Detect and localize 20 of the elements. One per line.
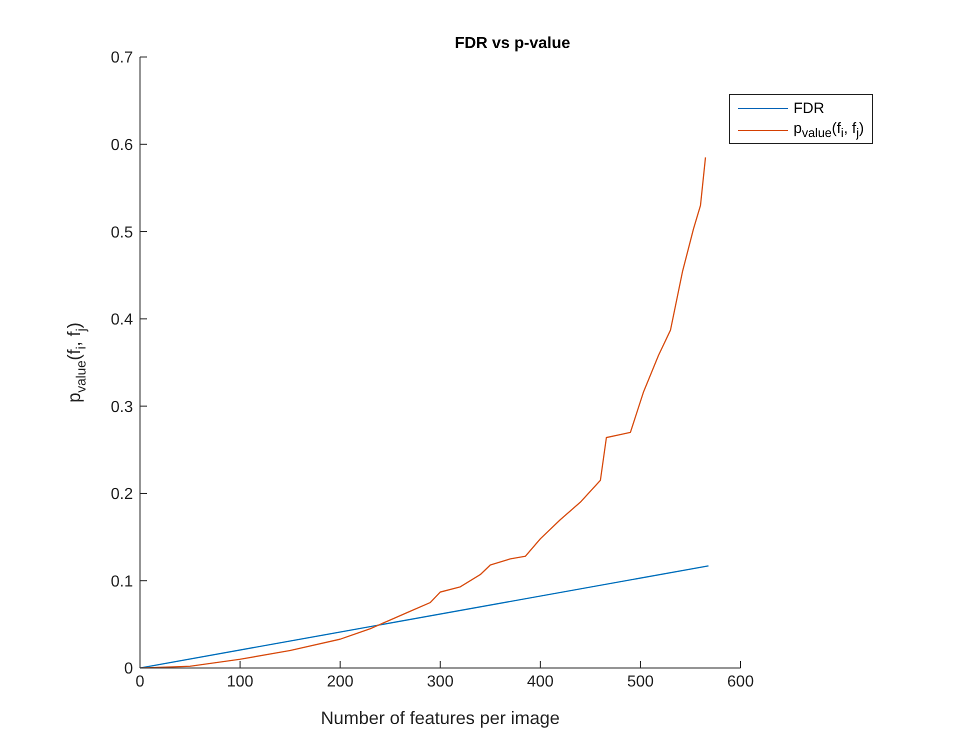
x-tick-label: 300 (426, 673, 454, 690)
x-tick-label: 400 (526, 673, 554, 690)
chart-title: FDR vs p-value (454, 35, 570, 52)
y-tick-label: 0.2 (110, 486, 134, 504)
line-series (140, 156, 706, 668)
y-tick-label: 0.4 (110, 312, 134, 329)
x-tick-label: 500 (627, 673, 654, 690)
y-tick-label: 0.1 (110, 573, 134, 590)
x-tick-label: 100 (226, 673, 254, 690)
x-axis-title: Number of features per image (320, 708, 560, 728)
y-tick-label: 0.6 (110, 136, 134, 154)
legend-label: FDR (794, 100, 824, 116)
legend-label: p$_{value}$(f$_{i}$, f$_{j}$) (794, 120, 864, 140)
y-tick-label: 0.3 (110, 398, 134, 416)
x-tick-label: 200 (326, 673, 354, 690)
y-tick-label: 0 (124, 660, 134, 678)
x-tick-label: 0 (136, 673, 145, 690)
y-tick-label: 0.7 (110, 50, 134, 67)
x-tick-label: 600 (727, 673, 754, 690)
y-tick-label: 0.5 (110, 224, 134, 242)
